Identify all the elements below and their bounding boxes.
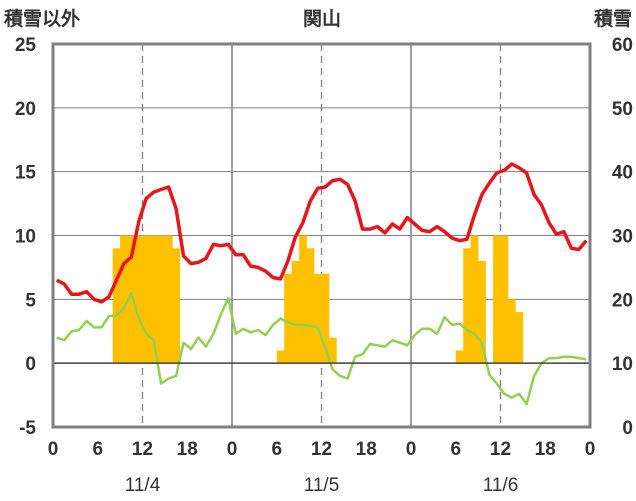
chart-title: 関山 xyxy=(303,8,341,30)
bar xyxy=(135,235,143,364)
left-tick-label: 25 xyxy=(15,35,37,56)
bar xyxy=(299,235,307,364)
plot-frame xyxy=(51,42,592,429)
bar xyxy=(284,273,292,364)
bar xyxy=(157,235,166,364)
x-tick-label: 6 xyxy=(92,439,103,460)
left-tick-label: -5 xyxy=(19,418,36,439)
bar xyxy=(500,235,509,364)
bar xyxy=(120,235,128,364)
bar xyxy=(164,235,173,364)
bar xyxy=(507,299,516,364)
x-tick-label: 6 xyxy=(450,439,461,460)
x-day-label: 11/6 xyxy=(483,475,519,496)
bar xyxy=(478,261,486,364)
right-tick-label: 50 xyxy=(612,99,633,120)
bar xyxy=(314,273,322,364)
x-tick-label: 18 xyxy=(535,439,556,460)
x-day-label: 11/4 xyxy=(125,475,161,496)
series-line xyxy=(56,291,587,406)
bar xyxy=(321,273,330,364)
right-tick-label: 0 xyxy=(622,418,633,439)
bar xyxy=(306,248,315,364)
x-tick-label: 0 xyxy=(48,439,59,460)
x-tick-label: 12 xyxy=(311,439,332,460)
x-tick-label: 0 xyxy=(585,439,596,460)
series-line xyxy=(55,162,588,304)
left-tick-label: 10 xyxy=(15,227,36,248)
left-axis-label: 積雪以外 xyxy=(4,7,80,30)
right-tick-label: 40 xyxy=(612,163,633,184)
bar xyxy=(515,312,524,364)
right-tick-label: 60 xyxy=(612,35,633,56)
right-tick-label: 10 xyxy=(612,354,633,375)
x-tick-label: 6 xyxy=(271,439,282,460)
x-tick-label: 18 xyxy=(177,439,198,460)
bar xyxy=(463,248,471,364)
bar xyxy=(112,248,121,364)
bar xyxy=(149,235,158,364)
bar xyxy=(172,248,181,364)
left-tick-label: 5 xyxy=(25,290,36,311)
bar xyxy=(455,350,464,364)
left-tick-label: 15 xyxy=(15,163,37,184)
bar xyxy=(276,350,285,364)
bar xyxy=(328,337,337,364)
x-tick-label: 18 xyxy=(356,439,377,460)
bar xyxy=(291,261,300,364)
bar-layer xyxy=(112,235,524,364)
bar xyxy=(493,235,501,364)
right-tick-label: 20 xyxy=(612,290,633,311)
x-tick-label: 12 xyxy=(132,439,153,460)
bar xyxy=(127,235,136,364)
right-axis-label: 積雪 xyxy=(594,7,632,30)
bar xyxy=(142,235,151,364)
right-tick-label: 30 xyxy=(612,227,633,248)
x-day-label: 11/5 xyxy=(304,475,340,496)
left-tick-label: 0 xyxy=(25,354,36,375)
x-tick-label: 0 xyxy=(406,439,417,460)
frame-layer xyxy=(51,42,592,429)
bar xyxy=(470,235,479,364)
x-tick-label: 12 xyxy=(490,439,511,460)
x-tick-label: 0 xyxy=(227,439,238,460)
left-tick-label: 20 xyxy=(15,99,36,120)
